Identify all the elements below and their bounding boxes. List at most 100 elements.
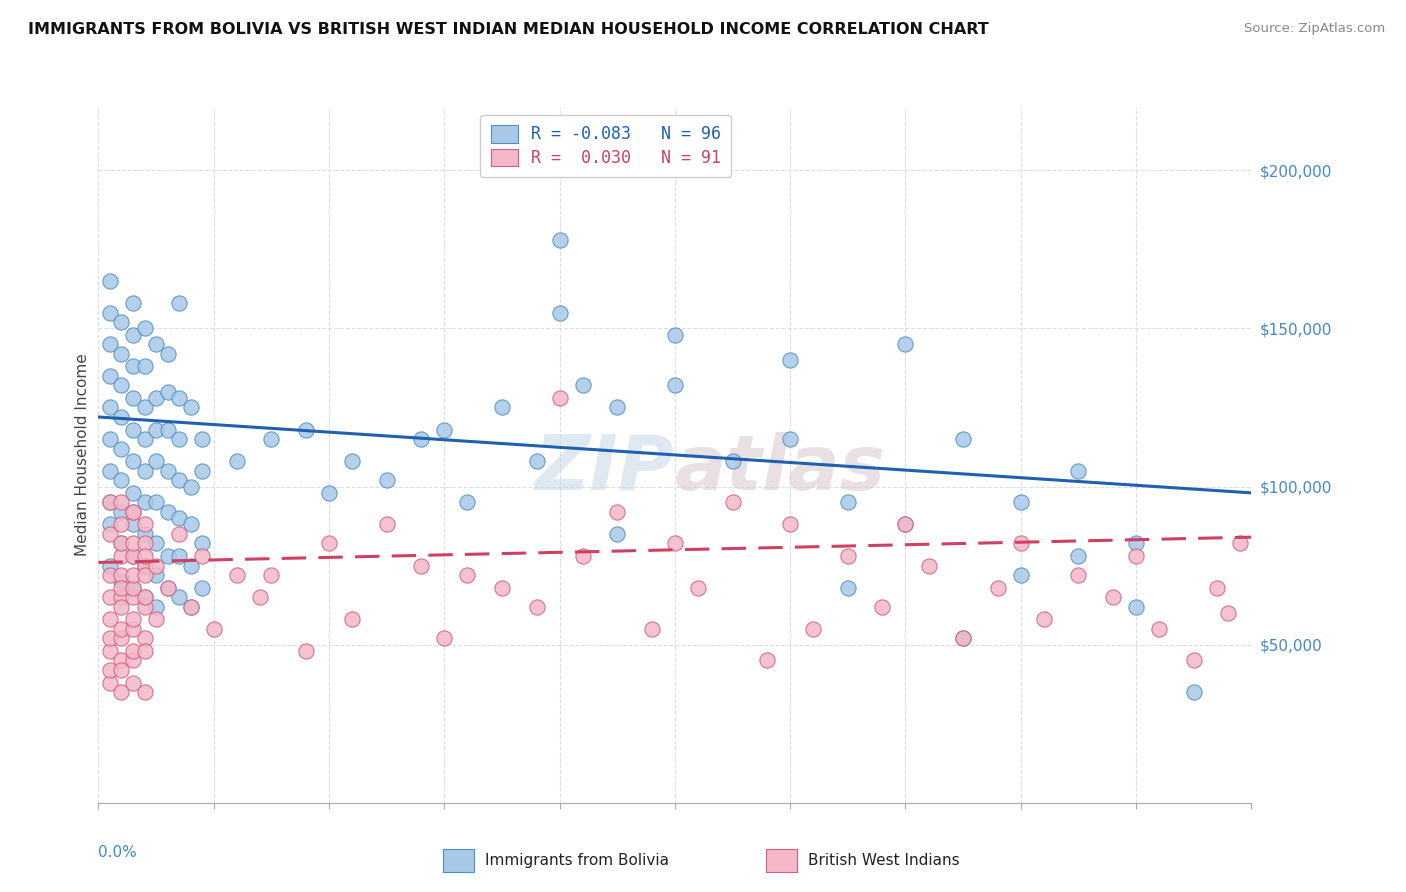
- Point: [134, 568, 156, 582]
- Point: [134, 558, 156, 573]
- Point: [122, 549, 145, 563]
- Point: [433, 423, 456, 437]
- Point: [1125, 599, 1147, 614]
- Legend: R = -0.083   N = 96, R =  0.030   N = 91: R = -0.083 N = 96, R = 0.030 N = 91: [481, 115, 731, 178]
- Point: [122, 675, 145, 690]
- Point: [110, 495, 132, 509]
- Point: [134, 527, 156, 541]
- Point: [110, 591, 132, 605]
- Point: [526, 454, 548, 468]
- Y-axis label: Median Household Income: Median Household Income: [75, 353, 90, 557]
- Point: [98, 527, 121, 541]
- Text: British West Indians: British West Indians: [808, 854, 960, 868]
- Point: [779, 353, 801, 368]
- Point: [721, 454, 744, 468]
- Point: [191, 432, 214, 446]
- Point: [145, 454, 167, 468]
- Point: [122, 622, 145, 636]
- Point: [952, 432, 974, 446]
- Point: [837, 581, 859, 595]
- Point: [134, 517, 156, 532]
- Point: [98, 274, 121, 288]
- Point: [411, 432, 433, 446]
- Point: [134, 495, 156, 509]
- Point: [1125, 549, 1147, 563]
- Point: [122, 536, 145, 550]
- Point: [872, 599, 894, 614]
- Point: [456, 568, 478, 582]
- Point: [721, 495, 744, 509]
- Point: [122, 581, 145, 595]
- Point: [295, 644, 318, 658]
- Point: [156, 384, 179, 399]
- Point: [110, 622, 132, 636]
- Point: [318, 486, 340, 500]
- Point: [1010, 495, 1032, 509]
- Point: [122, 423, 145, 437]
- Point: [110, 599, 132, 614]
- Point: [98, 432, 121, 446]
- Point: [110, 581, 132, 595]
- Point: [98, 495, 121, 509]
- Point: [110, 315, 132, 329]
- Point: [122, 486, 145, 500]
- Point: [606, 401, 628, 415]
- Point: [110, 663, 132, 677]
- Point: [180, 599, 202, 614]
- Point: [1067, 464, 1090, 478]
- Point: [180, 401, 202, 415]
- Point: [295, 423, 318, 437]
- Point: [122, 581, 145, 595]
- Text: Source: ZipAtlas.com: Source: ZipAtlas.com: [1244, 22, 1385, 36]
- Point: [779, 432, 801, 446]
- Point: [156, 423, 179, 437]
- Point: [191, 464, 214, 478]
- Point: [156, 505, 179, 519]
- Point: [145, 337, 167, 351]
- Point: [180, 479, 202, 493]
- Point: [145, 599, 167, 614]
- Point: [110, 517, 132, 532]
- Point: [260, 568, 283, 582]
- Point: [110, 536, 132, 550]
- Point: [145, 536, 167, 550]
- Point: [110, 378, 132, 392]
- Point: [145, 423, 167, 437]
- Point: [156, 581, 179, 595]
- Point: [180, 558, 202, 573]
- Point: [98, 495, 121, 509]
- Point: [98, 517, 121, 532]
- Point: [340, 612, 363, 626]
- Point: [456, 495, 478, 509]
- Point: [952, 632, 974, 646]
- Point: [122, 644, 145, 658]
- Point: [202, 622, 225, 636]
- Point: [122, 505, 145, 519]
- Point: [110, 685, 132, 699]
- Point: [1010, 536, 1032, 550]
- Point: [156, 549, 179, 563]
- Point: [122, 505, 145, 519]
- Point: [156, 464, 179, 478]
- Text: IMMIGRANTS FROM BOLIVIA VS BRITISH WEST INDIAN MEDIAN HOUSEHOLD INCOME CORRELATI: IMMIGRANTS FROM BOLIVIA VS BRITISH WEST …: [28, 22, 988, 37]
- Point: [122, 327, 145, 342]
- Point: [110, 505, 132, 519]
- Point: [134, 632, 156, 646]
- Point: [191, 549, 214, 563]
- Point: [1182, 685, 1205, 699]
- Point: [134, 685, 156, 699]
- Point: [110, 568, 132, 582]
- Point: [1182, 653, 1205, 667]
- Point: [145, 612, 167, 626]
- Point: [98, 568, 121, 582]
- Point: [1102, 591, 1125, 605]
- Point: [1125, 536, 1147, 550]
- Point: [375, 473, 398, 487]
- Point: [491, 401, 513, 415]
- Point: [1032, 612, 1054, 626]
- Point: [167, 511, 190, 525]
- Point: [433, 632, 456, 646]
- Point: [779, 517, 801, 532]
- Point: [122, 517, 145, 532]
- Point: [122, 454, 145, 468]
